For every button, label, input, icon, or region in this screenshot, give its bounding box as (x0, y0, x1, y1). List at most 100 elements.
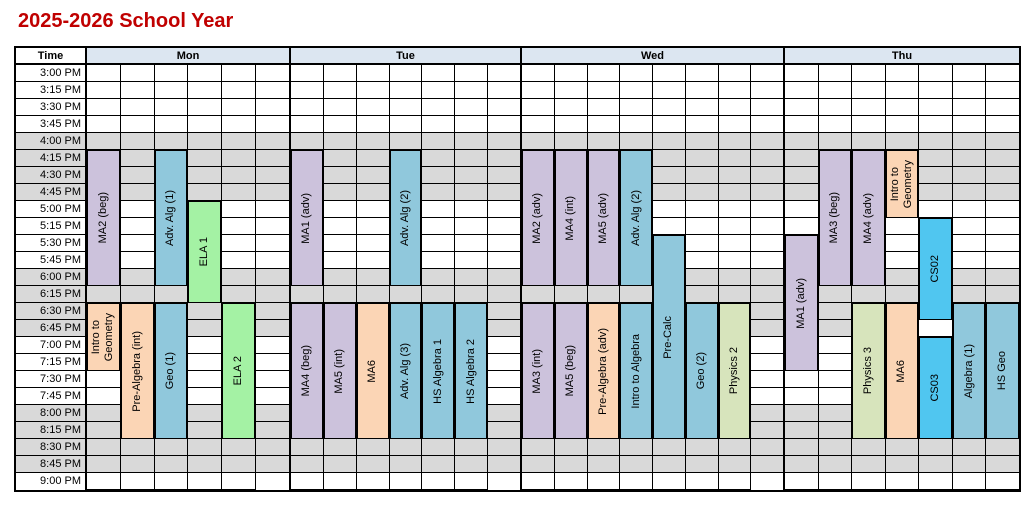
grid-cell (87, 405, 120, 422)
grid-cell (952, 201, 986, 218)
grid-cell (718, 184, 751, 201)
grid-cell (885, 116, 919, 133)
grid-cell (554, 473, 587, 490)
schedule-column: Geo (2) (685, 65, 719, 490)
grid-cell (455, 252, 488, 269)
grid-cell (952, 82, 986, 99)
schedule-column: CS02 CS03 (919, 65, 953, 490)
class-block: Adv. Alg (3) (389, 303, 422, 439)
grid-cell (120, 150, 154, 167)
grid-cell (256, 252, 289, 269)
class-block-label: MA5 (adv) (596, 192, 609, 244)
grid-cell (87, 82, 120, 99)
grid-cell (222, 82, 256, 99)
grid-cell (87, 371, 120, 388)
class-block-label: HS Geo (996, 351, 1009, 391)
schedule-column: Intro to Geometry MA6 (885, 65, 920, 490)
grid-cell (919, 167, 952, 184)
grid-cell (986, 99, 1020, 116)
class-block-label: ELA 2 (232, 356, 245, 386)
grid-cell (653, 218, 685, 235)
grid-cell (222, 184, 256, 201)
grid-cell (620, 286, 652, 303)
grid-cell (751, 116, 783, 133)
grid-cell (885, 82, 919, 99)
grid-cell (653, 473, 685, 490)
grid-cell (885, 133, 919, 150)
grid-cell (488, 269, 521, 286)
class-block: MA3 (int) (522, 303, 554, 439)
grid-cell (154, 99, 188, 116)
grid-cell (455, 99, 488, 116)
schedule-column: MA3 (beg) (818, 65, 853, 490)
grid-cell (718, 99, 751, 116)
grid-cell (751, 303, 783, 320)
grid-cell (620, 456, 652, 473)
class-block: Geo (2) (685, 303, 718, 439)
grid-cell (455, 456, 488, 473)
grid-cell (919, 201, 952, 218)
grid-cell (87, 99, 120, 116)
class-block: Intro to Geometry (87, 303, 120, 371)
class-block-label: HS Algebra 1 (431, 338, 444, 404)
class-block-label: Intro to Geometry (90, 312, 116, 362)
grid-cell (188, 303, 222, 320)
grid-cell (422, 82, 455, 99)
grid-cell (188, 422, 222, 439)
grid-cell (986, 218, 1020, 235)
schedule-column: MA2 (beg) Intro to Geometry (87, 65, 121, 490)
grid-cell (952, 235, 986, 252)
grid-cell (256, 388, 289, 405)
grid-cell (522, 65, 554, 82)
grid-cell (685, 184, 718, 201)
grid-cell (852, 286, 885, 303)
schedule-column (488, 65, 521, 490)
time-cell: 6:00 PM (16, 269, 85, 286)
grid-cell (885, 286, 919, 303)
grid-cell (455, 116, 488, 133)
grid-cell (986, 473, 1020, 490)
grid-cell (952, 218, 986, 235)
grid-cell (120, 99, 154, 116)
grid-cell (952, 269, 986, 286)
grid-cell (885, 252, 919, 269)
grid-cell (554, 133, 587, 150)
grid-cell (356, 235, 389, 252)
grid-cell (455, 439, 488, 456)
grid-cell (620, 116, 652, 133)
grid-cell (455, 286, 488, 303)
grid-cell (291, 473, 323, 490)
grid-cell (952, 167, 986, 184)
class-block-label: Geo (2) (695, 352, 708, 390)
grid-cell (188, 371, 222, 388)
grid-cell (256, 150, 289, 167)
grid-cell (587, 456, 620, 473)
grid-cell (188, 65, 222, 82)
grid-cell (488, 371, 521, 388)
schedule-column: MA5 (adv) Pre-Algebra (adv) (587, 65, 621, 490)
class-block: MA2 (beg) (87, 150, 120, 286)
grid-cell (488, 439, 521, 456)
schedule-column (256, 65, 289, 490)
grid-cell (222, 218, 256, 235)
grid-cell (188, 473, 222, 490)
grid-cell (154, 82, 188, 99)
grid-cell (952, 439, 986, 456)
grid-cell (256, 82, 289, 99)
grid-cell (222, 150, 256, 167)
grid-cell (488, 354, 521, 371)
schedule-column: Adv. Alg (2) Adv. Alg (3) (389, 65, 423, 490)
grid-cell (718, 133, 751, 150)
day-header-mon: Mon (87, 48, 289, 65)
schedule-column: MA4 (int) MA5 (beg) (554, 65, 588, 490)
class-block: MA4 (int) (554, 150, 587, 286)
grid-cell (751, 371, 783, 388)
grid-cell (818, 116, 852, 133)
grid-cell (455, 65, 488, 82)
grid-cell (389, 286, 422, 303)
grid-cell (120, 252, 154, 269)
grid-cell (422, 218, 455, 235)
grid-cell (653, 65, 685, 82)
grid-cell (620, 439, 652, 456)
grid-cell (120, 473, 154, 490)
